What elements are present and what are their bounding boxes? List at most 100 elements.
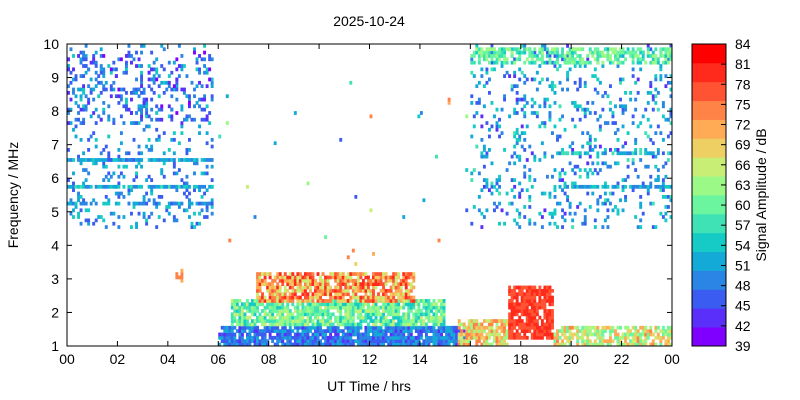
heatmap-cell — [573, 47, 577, 52]
heatmap-cell — [520, 319, 524, 323]
heatmap-cell — [495, 342, 499, 347]
heatmap-cell — [573, 101, 577, 105]
heatmap-cell — [382, 292, 386, 297]
heatmap-cell — [596, 77, 600, 82]
heatmap-cell — [74, 124, 78, 129]
heatmap-cell — [142, 87, 146, 92]
heatmap-cell — [430, 329, 433, 333]
heatmap-cell — [639, 325, 643, 330]
heatmap-cell — [659, 188, 663, 193]
heatmap-cell — [87, 158, 91, 162]
heatmap-cell — [543, 191, 547, 196]
heatmap-cell — [87, 208, 91, 213]
heatmap-cell — [656, 90, 660, 95]
heatmap-cell — [316, 288, 320, 293]
heatmap-cell — [404, 325, 408, 330]
heatmap-cell — [591, 50, 595, 55]
heatmap-cell — [402, 315, 406, 320]
y-tick-label: 10 — [43, 36, 59, 52]
heatmap-cell — [576, 60, 580, 65]
heatmap-cell — [316, 305, 320, 310]
heatmap-cell — [392, 329, 396, 333]
heatmap-cell — [424, 325, 428, 330]
heatmap-cell — [316, 295, 320, 300]
heatmap-cell — [404, 319, 408, 323]
heatmap-cell — [651, 332, 655, 337]
heatmap-cell — [67, 67, 70, 72]
heatmap-cell — [167, 60, 171, 65]
heatmap-cell — [109, 158, 113, 162]
heatmap-cell — [314, 312, 317, 317]
heatmap-cell — [654, 54, 658, 58]
heatmap-cell — [382, 339, 386, 344]
heatmap-cell — [210, 94, 214, 99]
heatmap-cell — [339, 285, 343, 290]
heatmap-cell — [614, 329, 617, 333]
heatmap-cell — [548, 114, 552, 119]
heatmap-cell — [513, 195, 517, 199]
heatmap-cell — [82, 57, 86, 62]
heatmap-cell — [137, 211, 141, 216]
heatmap-cell — [273, 319, 277, 323]
heatmap-cell — [392, 319, 396, 323]
heatmap-cell — [480, 67, 484, 72]
heatmap-cell — [314, 332, 317, 337]
heatmap-cell — [354, 329, 358, 333]
heatmap-cell — [402, 342, 406, 347]
heatmap-cell — [324, 339, 328, 344]
heatmap-cell — [135, 87, 138, 92]
heatmap-cell — [399, 292, 403, 297]
heatmap-cell — [611, 325, 615, 330]
heatmap-cell — [591, 191, 595, 196]
heatmap-cell — [548, 221, 552, 226]
heatmap-cell — [498, 47, 501, 52]
heatmap-cell — [535, 329, 539, 333]
heatmap-cell — [611, 329, 615, 333]
heatmap-cell — [419, 299, 423, 303]
heatmap-cell — [276, 339, 280, 344]
heatmap-cell — [573, 184, 577, 189]
heatmap-cell — [377, 299, 380, 303]
heatmap-cell — [427, 319, 431, 323]
heatmap-cell — [195, 67, 199, 72]
heatmap-cell — [515, 47, 519, 52]
heatmap-cell — [278, 302, 282, 307]
heatmap-cell — [498, 117, 501, 122]
heatmap-cell — [518, 50, 522, 55]
heatmap-cell — [432, 302, 436, 307]
heatmap-cell — [465, 329, 469, 333]
heatmap-cell — [533, 54, 537, 58]
heatmap-cell — [359, 272, 363, 276]
heatmap-cell — [374, 315, 378, 320]
heatmap-cell — [369, 288, 373, 293]
heatmap-cell — [551, 174, 554, 179]
heatmap-cell — [359, 305, 363, 310]
heatmap-cell — [185, 114, 189, 119]
heatmap-cell — [119, 191, 123, 196]
heatmap-cell — [124, 158, 128, 162]
heatmap-cell — [82, 201, 86, 206]
heatmap-cell — [253, 309, 257, 313]
heatmap-cell — [324, 235, 328, 240]
heatmap-cell — [639, 57, 643, 62]
heatmap-cell — [238, 335, 242, 340]
heatmap-cell — [266, 302, 270, 307]
heatmap-cell — [281, 282, 285, 286]
heatmap-cell — [243, 329, 247, 333]
heatmap-cell — [518, 181, 522, 186]
heatmap-cell — [182, 158, 186, 162]
heatmap-cell — [137, 144, 141, 149]
heatmap-cell — [195, 60, 199, 65]
heatmap-cell — [293, 295, 297, 300]
heatmap-cell — [573, 60, 577, 65]
heatmap-cell — [102, 178, 106, 182]
heatmap-cell — [596, 171, 600, 176]
heatmap-cell — [591, 148, 595, 152]
heatmap-cell — [659, 47, 663, 52]
heatmap-cell — [359, 275, 363, 280]
heatmap-cell — [298, 322, 302, 327]
heatmap-cell — [387, 288, 391, 293]
heatmap-cell — [334, 295, 338, 300]
heatmap-cell — [271, 325, 275, 330]
heatmap-cell — [253, 339, 257, 344]
